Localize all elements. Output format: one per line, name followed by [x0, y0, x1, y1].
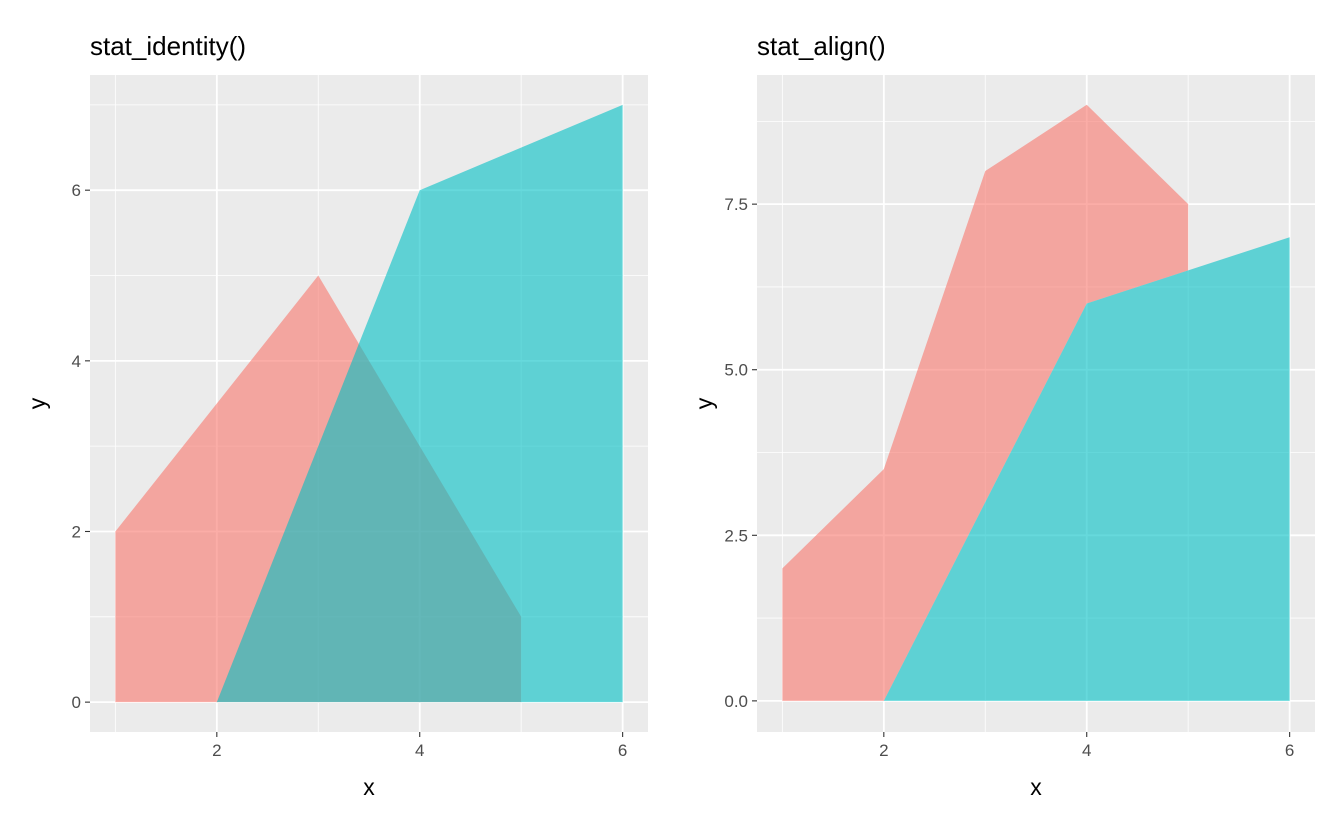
- y-axis-label: y: [691, 397, 717, 409]
- y-axis-label: y: [24, 397, 50, 409]
- area-series-1: [782, 104, 1189, 701]
- x-tick-label: 4: [1082, 741, 1091, 760]
- x-tick-label: 2: [212, 741, 221, 760]
- x-tick-label: 6: [1285, 741, 1294, 760]
- panel-title: stat_identity(): [90, 31, 246, 61]
- x-axis-label: x: [1030, 774, 1042, 800]
- y-tick-label: 2: [72, 522, 81, 541]
- y-tick-label: 6: [72, 181, 81, 200]
- y-tick-label: 5.0: [724, 361, 748, 380]
- x-tick-label: 4: [415, 741, 424, 760]
- y-tick-label: 0.0: [724, 692, 748, 711]
- area-series-2: [216, 104, 623, 703]
- y-tick-label: 4: [72, 352, 81, 371]
- x-axis-label: x: [363, 774, 375, 800]
- panel-2: 2 4 6 0.0 2.5 5.0 7.5 stat_align()x y: [691, 31, 1315, 800]
- y-tick-label: 0: [72, 693, 81, 712]
- x-tick-label: 6: [618, 741, 627, 760]
- x-tick-label: 2: [879, 741, 888, 760]
- panel-title: stat_align(): [757, 31, 886, 61]
- panel-1: 2 4 6 0 2 4 6 stat_identity()x y: [24, 31, 648, 800]
- y-tick-label: 2.5: [724, 526, 748, 545]
- area-series-2: [883, 237, 1290, 701]
- y-tick-label: 7.5: [724, 195, 748, 214]
